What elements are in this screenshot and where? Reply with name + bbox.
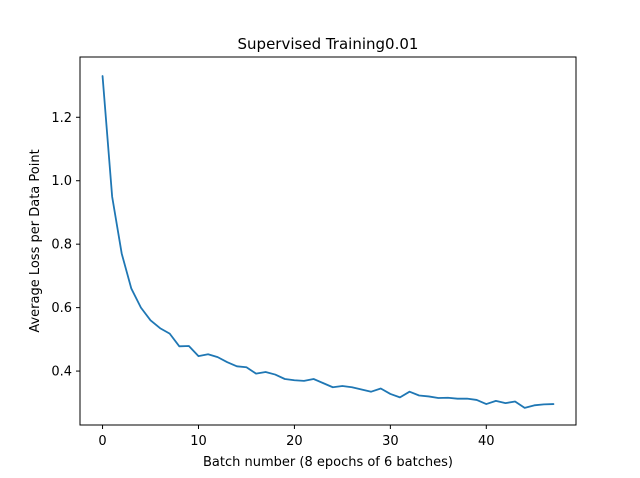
plot-frame bbox=[79, 56, 577, 426]
x-tick-label: 20 bbox=[286, 434, 303, 449]
loss-series-line bbox=[101, 75, 555, 409]
y-axis-ticks: 0.4 0.6 0.8 1.0 1.2 bbox=[51, 111, 80, 380]
y-tick-label: 0.6 bbox=[51, 301, 72, 316]
y-tick-label: 1.2 bbox=[51, 111, 72, 126]
x-axis-ticks: 0 10 20 30 40 bbox=[98, 425, 495, 449]
chart-title: Supervised Training0.01 bbox=[238, 35, 419, 53]
x-tick-label: 10 bbox=[190, 434, 207, 449]
x-axis-label: Batch number (8 epochs of 6 batches) bbox=[203, 455, 453, 470]
y-tick-label: 0.8 bbox=[51, 238, 72, 253]
x-tick-label: 30 bbox=[382, 434, 399, 449]
x-tick-label: 0 bbox=[98, 434, 106, 449]
y-axis-label: Average Loss per Data Point bbox=[28, 149, 43, 332]
y-tick-label: 0.4 bbox=[51, 365, 72, 380]
x-tick-label: 40 bbox=[478, 434, 495, 449]
y-tick-label: 1.0 bbox=[51, 174, 72, 189]
